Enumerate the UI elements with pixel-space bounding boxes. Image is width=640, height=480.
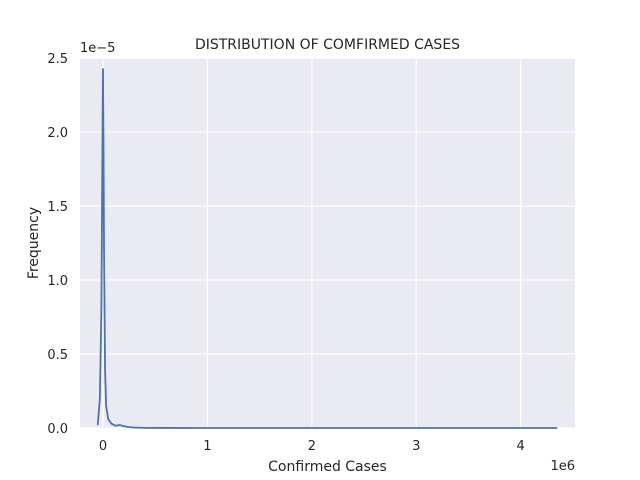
y-tick-label: 2.5 [47,52,68,67]
chart-title: DISTRIBUTION OF COMFIRMED CASES [195,37,460,53]
x-tick-label: 1 [203,439,211,454]
series-line [96,68,558,429]
y-tick-label: 1.0 [47,274,68,289]
y-tick-labels: 0.0 0.5 1.0 1.5 2.0 2.5 [47,52,68,437]
y-tick-label: 2.0 [47,126,68,141]
x-scale-label: 1e6 [550,459,575,474]
x-tick-label: 0 [99,439,107,454]
x-gridlines [102,58,522,428]
y-scale-label: 1e−5 [80,41,115,56]
x-tick-label: 3 [412,439,420,454]
y-tick-label: 0.0 [47,422,68,437]
x-axis-label: Confirmed Cases [268,459,387,475]
x-tick-label: 2 [308,439,316,454]
x-tick-labels: 0 1 2 3 4 [99,439,525,454]
plot-background [80,58,575,428]
y-axis-label: Frequency [26,207,42,279]
y-tick-label: 0.5 [47,348,68,363]
x-tick-label: 4 [517,439,525,454]
y-tick-label: 1.5 [47,200,68,215]
